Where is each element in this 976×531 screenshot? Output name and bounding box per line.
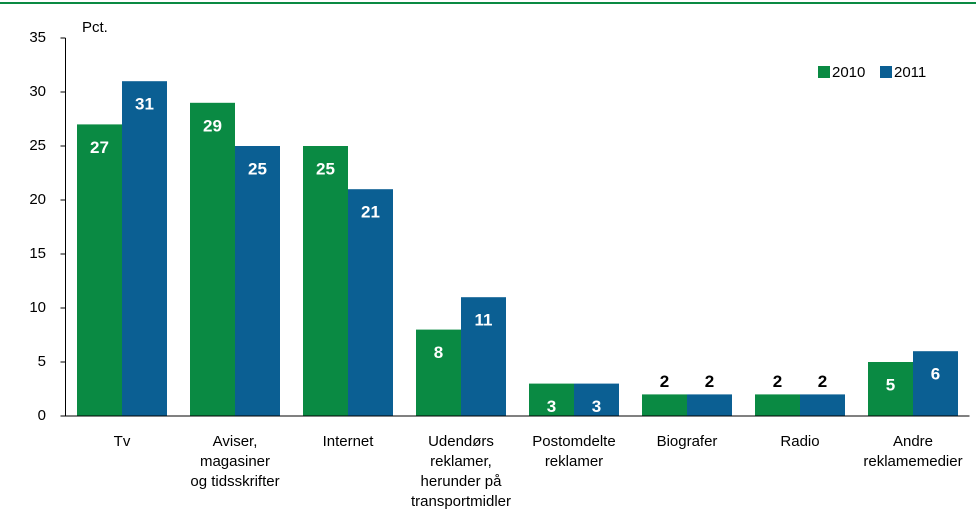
x-tick-label: Udendørs reklamer, herunder på transportmid…: [411, 433, 511, 510]
x-tick-label: Aviser, magasiner og tidsskrifter: [190, 433, 279, 490]
x-tick-label: Biografer: [657, 433, 718, 450]
x-tick-label-line: Aviser,: [213, 433, 258, 450]
value-label: 8: [434, 343, 443, 362]
x-tick-label-line: Radio: [780, 433, 819, 450]
x-tick-label: Postomdelte reklamer: [532, 433, 615, 470]
bar: [416, 329, 461, 416]
value-label: 3: [547, 397, 556, 416]
x-tick-label-line: reklamemedier: [863, 453, 962, 470]
bar: [755, 394, 800, 416]
bar: [800, 394, 845, 416]
bar: [77, 124, 122, 417]
x-tick-label: Internet: [323, 433, 375, 450]
x-tick-label-line: reklamer: [545, 453, 603, 470]
x-tick-label: Tv: [114, 433, 131, 450]
bar: [529, 383, 574, 416]
y-tick-label: 0: [38, 407, 46, 424]
value-label: 11: [475, 311, 493, 330]
bar: [642, 394, 687, 416]
y-tick-label: 10: [29, 299, 46, 316]
x-tick-label-line: transportmidler: [411, 493, 511, 510]
value-label: 31: [135, 95, 154, 114]
value-label: 2: [660, 372, 669, 391]
x-tick-label-line: og tidsskrifter: [190, 473, 279, 490]
top-rule: [0, 2, 976, 4]
value-label: 21: [361, 203, 380, 222]
value-label: 2: [773, 372, 782, 391]
value-label: 6: [931, 365, 940, 384]
bar: [868, 362, 913, 416]
x-tick-label: Radio: [780, 433, 819, 450]
y-axis-label: Pct.: [82, 19, 108, 36]
x-tick-label-line: Internet: [323, 433, 375, 450]
x-tick-label-line: reklamer,: [430, 453, 492, 470]
value-label: 5: [886, 375, 895, 394]
value-label: 3: [592, 397, 601, 416]
x-tick-label-line: Tv: [114, 433, 131, 450]
value-label: 25: [248, 159, 267, 178]
y-tick-label: 5: [38, 353, 46, 370]
bar: [913, 351, 958, 416]
bar: [687, 394, 732, 416]
x-tick-label-line: herunder på: [421, 473, 503, 490]
bar: [190, 102, 235, 417]
value-label: 29: [203, 116, 222, 135]
legend-swatch: [880, 66, 892, 78]
y-tick-label: 30: [29, 83, 46, 100]
legend-swatch: [818, 66, 830, 78]
y-tick-label: 15: [29, 245, 46, 262]
bar: [122, 81, 167, 416]
value-label: 27: [90, 138, 109, 157]
y-tick-label: 35: [29, 29, 46, 46]
bar: [461, 297, 506, 416]
x-tick-label-line: Andre: [893, 433, 933, 450]
legend-label: 2011: [894, 64, 926, 81]
value-label: 2: [818, 372, 827, 391]
y-tick-label: 20: [29, 191, 46, 208]
bar: [574, 383, 619, 416]
x-tick-label-line: Biografer: [657, 433, 718, 450]
x-tick-label-line: magasiner: [200, 453, 270, 470]
bar: [348, 189, 393, 416]
y-tick-label: 25: [29, 137, 46, 154]
x-tick-label-line: Udendørs: [428, 433, 494, 450]
x-tick-label-line: Postomdelte: [532, 433, 615, 450]
value-label: 25: [316, 159, 335, 178]
value-label: 2: [705, 372, 714, 391]
x-tick-label: Andre reklamemedier: [863, 433, 962, 470]
bar: [303, 146, 348, 416]
bar: [235, 146, 280, 416]
legend-label: 2010: [832, 64, 865, 81]
